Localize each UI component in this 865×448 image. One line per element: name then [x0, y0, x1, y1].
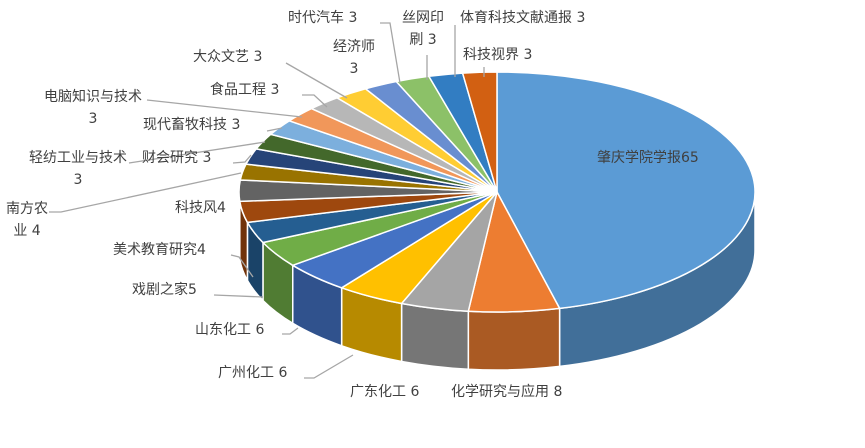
data-label: 现代畜牧科技 3 — [143, 117, 241, 133]
data-label: 化学研究与应用 8 — [451, 384, 563, 400]
pie-slice-19 — [461, 71, 498, 193]
pie-slice-side-1 — [467, 307, 561, 371]
leader-line — [266, 127, 283, 132]
leader-line — [282, 327, 299, 335]
data-label: 美术教育研究4 — [113, 242, 206, 258]
data-label: 体育科技文献通报 3 — [460, 10, 586, 26]
leader-line — [285, 62, 348, 99]
leader-line — [230, 254, 254, 278]
data-label: 大众文艺 3 — [193, 49, 263, 65]
data-label: 肇庆学院学报65 — [597, 150, 699, 166]
data-label: 科技视界 3 — [463, 47, 533, 63]
leader-line — [302, 94, 328, 108]
leader-line — [146, 99, 303, 118]
pie-slice-0 — [496, 71, 756, 310]
leader-line — [128, 141, 266, 164]
leader-line — [232, 154, 252, 164]
data-label: 轻纺工业与技术 3 — [29, 150, 127, 188]
leader-line — [213, 294, 264, 298]
data-label: 经济师 3 — [333, 39, 375, 77]
leader-line — [49, 172, 242, 213]
data-label: 科技风4 — [175, 200, 226, 216]
leader-line — [380, 22, 401, 84]
data-label: 财会研究 3 — [142, 150, 212, 166]
data-label: 丝网印刷 3 — [402, 10, 444, 48]
data-label: 时代汽车 3 — [288, 10, 358, 26]
data-label: 广州化工 6 — [218, 365, 288, 381]
data-label: 山东化工 6 — [195, 322, 265, 338]
data-label: 南方农业 4 — [6, 201, 48, 239]
data-label: 广东化工 6 — [350, 384, 420, 400]
data-label: 食品工程 3 — [210, 82, 280, 98]
leader-line — [304, 354, 354, 379]
data-label: 戏剧之家5 — [132, 282, 197, 298]
data-label: 电脑知识与技术 3 — [44, 89, 142, 127]
pie-slice-side-2 — [400, 302, 470, 371]
